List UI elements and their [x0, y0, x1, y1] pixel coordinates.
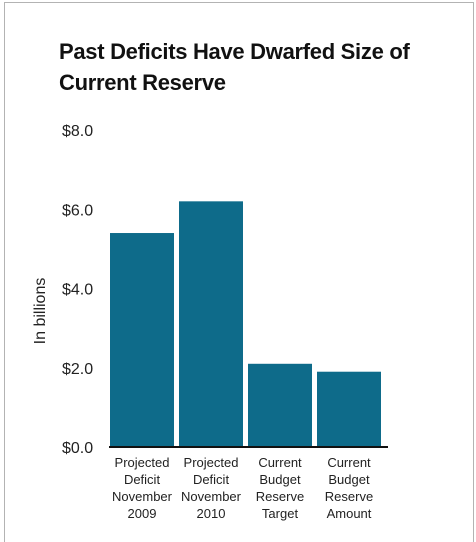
x-category-label-line: November — [112, 489, 173, 504]
y-tick-labels: $0.0 $2.0 $4.0 $6.0 $8.0 — [62, 123, 93, 457]
y-tick-label: $0.0 — [62, 440, 93, 457]
y-tick-label: $2.0 — [62, 361, 93, 378]
x-category-label-line: 2009 — [128, 506, 157, 521]
x-category-label-line: Deficit — [193, 472, 230, 487]
x-category-label-line: Projected — [184, 455, 239, 470]
bars-group — [110, 201, 381, 447]
x-category-label-line: November — [181, 489, 242, 504]
y-tick-label: $8.0 — [62, 123, 93, 140]
bar-3 — [248, 363, 312, 447]
x-category-label-line: Budget — [328, 472, 370, 487]
x-category-label-line: Projected — [115, 455, 170, 470]
x-tick-labels: Projected Deficit November 2009 Projected Def… — [112, 455, 373, 521]
y-tick-label: $4.0 — [62, 282, 93, 299]
bar-1 — [110, 233, 174, 447]
x-category-label: Projected Deficit November 2010 — [181, 455, 242, 521]
chart-title: Past Deficits Have Dwarfed Size of Curre… — [59, 39, 410, 95]
bar-2 — [179, 201, 243, 447]
bar-4 — [317, 371, 381, 447]
y-axis-label: In billions — [32, 278, 49, 345]
x-category-label: Current Budget Reserve Amount — [325, 455, 373, 521]
x-category-label: Projected Deficit November 2009 — [112, 455, 173, 521]
x-category-label: Current Budget Reserve Target — [256, 455, 304, 521]
x-category-label-line: Amount — [327, 506, 372, 521]
x-category-label-line: Current — [258, 455, 302, 470]
x-category-label-line: Reserve — [256, 489, 304, 504]
x-category-label-line: Deficit — [124, 472, 161, 487]
x-category-label-line: Reserve — [325, 489, 373, 504]
x-category-label-line: Target — [262, 506, 299, 521]
y-tick-label: $6.0 — [62, 202, 93, 219]
x-category-label-line: Budget — [259, 472, 301, 487]
x-category-label-line: 2010 — [197, 506, 226, 521]
x-category-label-line: Current — [327, 455, 371, 470]
